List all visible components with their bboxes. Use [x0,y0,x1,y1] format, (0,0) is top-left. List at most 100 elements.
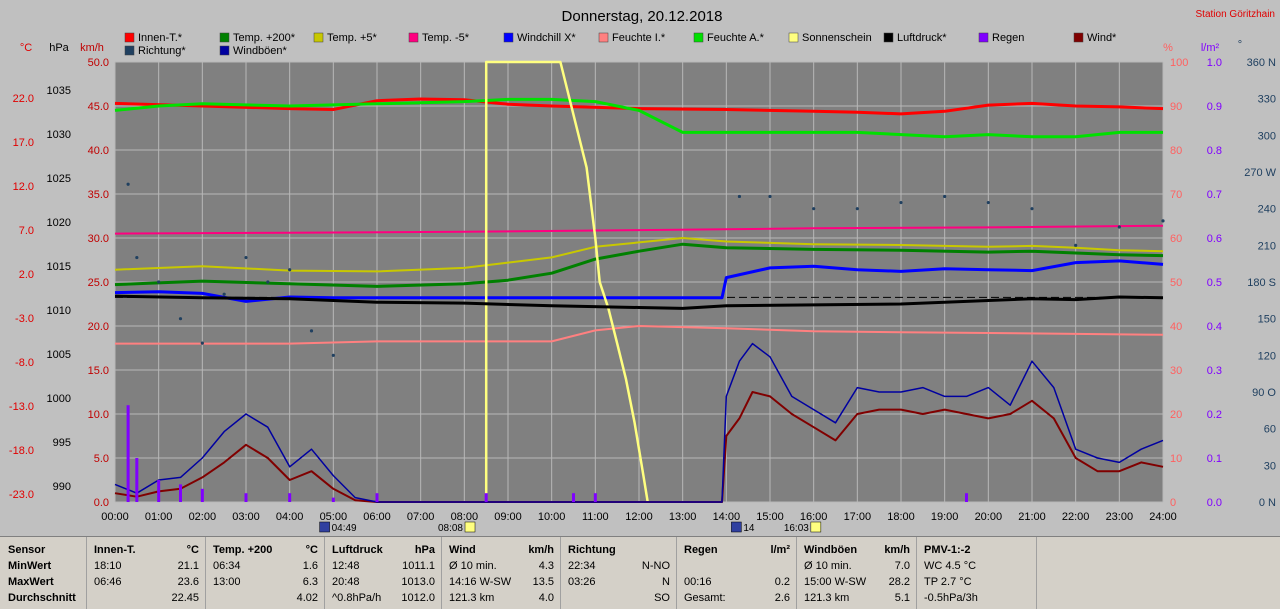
direction-point [222,292,226,296]
time-tick-label: 06:00 [363,511,391,523]
direction-tick-label: 330 [1258,94,1276,106]
direction-tick-label: 30 [1264,460,1276,472]
direction-tick-label: 300 [1258,130,1276,142]
stats-cell-label: 121.3 km [804,592,850,604]
rain-tick-label: 1.0 [1207,57,1222,69]
legend-label: Windböen* [233,45,288,57]
temp-tick-label: 22.0 [13,93,34,105]
row-label-avg: Durchschnitt [8,592,76,604]
humidity-tick-label: 40 [1170,321,1182,333]
station-label: Station Göritzhain [1196,9,1276,20]
stats-column-header: Luftdruck [332,544,383,556]
stats-column-unit: km/h [884,544,910,556]
stats-cell-value: 7.0 [894,560,910,572]
rain-tick-label: 0.2 [1207,409,1222,421]
stats-column-unit: km/h [528,544,554,556]
stats-cell-value: 28.2 [888,576,910,588]
legend-swatch [124,32,135,43]
series-windchill-x-line [114,259,1164,303]
time-tick-label: 15:00 [756,511,784,523]
stats-cell-label: Gesamt: [684,592,726,604]
direction-point [943,194,947,199]
stats-cell-label: 12:48 [332,560,360,572]
direction-tick-label: 150 [1258,314,1276,326]
direction-tick-label: 360 N [1247,57,1276,69]
stats-cell-value: 2.6 [774,592,790,604]
sun-marker-icon [464,521,476,533]
rain-bar [200,488,204,502]
direction-unit: ° [1238,39,1242,51]
direction-point [178,317,183,321]
direction-point [1117,225,1121,229]
stats-cell-value: 5.1 [894,592,910,604]
legend-label: Feuchte I.* [612,32,666,44]
stats-cell-value: 1012.0 [401,592,435,604]
series-innen-t-line [114,97,1164,116]
temp-unit: °C [20,42,32,54]
temp-tick-label: -8.0 [15,357,34,369]
stats-column: Temp. +200 °C 06:34 1.6 13:00 6.3 4.02 [205,537,325,609]
stats-column-unit: °C [186,544,199,556]
temp-tick-label: -3.0 [15,313,34,325]
time-tick-label: 03:00 [232,511,260,523]
legend-swatch [1073,32,1084,43]
direction-point [157,280,161,284]
legend-swatch [978,32,989,43]
rain-tick-label: 0.4 [1207,321,1222,333]
row-labels-column: Sensor MinWert MaxWert Durchschnitt [0,537,87,609]
direction-point [899,200,903,205]
legend: Innen-T.* Temp. +200* Temp. +5* Temp. -5* Wi… [124,32,1117,57]
time-tick-label: 09:00 [494,511,522,523]
humidity-tick-label: 60 [1170,233,1182,245]
series-feuchte-a-line [114,97,1163,139]
stats-cell-label: TP 2.7 °C [924,576,972,588]
stats-cell-value: N [662,576,670,588]
temp-tick-label: -23.0 [9,489,34,501]
rain-tick-label: 0.6 [1207,233,1222,245]
humidity-tick-label: 10 [1170,453,1182,465]
series-luftdruck-line [114,294,1164,310]
row-label-max: MaxWert [8,576,54,588]
stats-cell-label: Ø 10 min. [449,560,497,572]
legend-label: Richtung* [138,45,186,57]
direction-point [288,268,292,272]
direction-point [855,207,859,211]
pressure-tick-label: 1035 [47,85,71,97]
legend-swatch [219,45,230,56]
rain-tick-label: 0.9 [1207,101,1222,113]
pressure-tick-label: 1010 [47,305,71,317]
legend-swatch [598,32,609,43]
stats-cell-value: 21.1 [177,560,199,572]
sun-marker-label: 14 [743,523,755,534]
axis-labels: 22.0 17.0 12.0 7.0 2.0 -3.0 -8.0 -13.0 -18.0 -23.… [9,57,1277,523]
humidity-tick-label: 70 [1170,189,1182,201]
sun-marker-label: 16:03 [784,523,809,534]
time-tick-label: 00:00 [101,511,129,523]
stats-cell-label: ^0.8hPa/h [332,592,382,604]
stats-cell-label: Ø 10 min. [804,560,852,572]
time-tick-label: 17:00 [844,511,872,523]
stats-column-header: Windböen [804,544,858,556]
stats-cell-label: 00:16 [684,576,712,588]
humidity-tick-label: 30 [1170,365,1182,377]
legend-swatch [503,32,514,43]
pressure-tick-label: 1025 [47,173,71,185]
time-tick-label: 13:00 [669,511,697,523]
legend-swatch [124,45,135,56]
time-tick-label: 05:00 [320,511,348,523]
humidity-unit: % [1163,42,1173,54]
pressure-tick-label: 1005 [47,349,71,361]
stats-cell-value: 4.3 [538,560,554,572]
rain-unit: l/m² [1201,42,1220,54]
direction-tick-label: 60 [1264,424,1276,436]
time-tick-label: 04:00 [276,511,304,523]
legend-label: Luftdruck* [897,32,947,44]
legend-swatch [788,32,799,43]
sun-marker-label: 04:49 [332,523,357,534]
time-tick-label: 14:00 [713,511,741,523]
direction-point [135,255,139,260]
direction-point [737,194,742,199]
series-temp-200-line [114,242,1164,288]
direction-point [768,194,772,199]
chart-title: Donnerstag, 20.12.2018 [562,8,723,25]
